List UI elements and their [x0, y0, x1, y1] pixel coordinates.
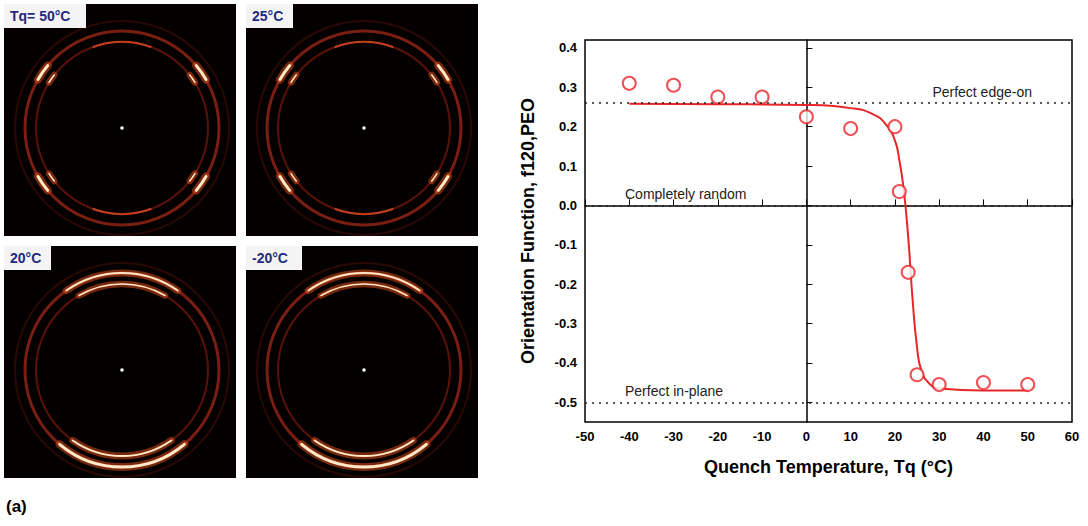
- svg-text:-0.5: -0.5: [555, 395, 577, 410]
- svg-text:-10: -10: [753, 429, 772, 444]
- svg-text:-0.3: -0.3: [555, 316, 577, 331]
- svg-text:0.3: 0.3: [559, 80, 577, 95]
- svg-text:10: 10: [843, 429, 857, 444]
- svg-text:60: 60: [1065, 429, 1079, 444]
- svg-text:0.2: 0.2: [559, 119, 577, 134]
- svg-text:25°C: 25°C: [252, 8, 283, 24]
- svg-text:0.4: 0.4: [559, 40, 578, 55]
- svg-text:Completely random: Completely random: [625, 186, 746, 202]
- svg-text:-0.4: -0.4: [555, 355, 578, 370]
- svg-text:-50: -50: [576, 429, 595, 444]
- svg-text:0.1: 0.1: [559, 159, 577, 174]
- svg-text:0.0: 0.0: [559, 198, 577, 213]
- svg-text:30: 30: [932, 429, 946, 444]
- svg-text:40: 40: [976, 429, 990, 444]
- svg-text:-20: -20: [708, 429, 727, 444]
- svg-text:0: 0: [803, 429, 810, 444]
- svg-text:Perfect in-plane: Perfect in-plane: [625, 383, 723, 399]
- svg-text:Perfect edge-on: Perfect edge-on: [932, 84, 1032, 100]
- svg-text:Quench Temperature, Tq (°C): Quench Temperature, Tq (°C): [704, 457, 953, 477]
- svg-text:-0.2: -0.2: [555, 277, 577, 292]
- svg-text:20: 20: [888, 429, 902, 444]
- svg-text:-20°C: -20°C: [252, 250, 288, 266]
- svg-text:(a): (a): [6, 497, 27, 516]
- svg-text:-40: -40: [620, 429, 639, 444]
- svg-text:Tq= 50°C: Tq= 50°C: [10, 8, 70, 24]
- svg-text:20°C: 20°C: [10, 250, 41, 266]
- svg-text:-0.1: -0.1: [555, 237, 577, 252]
- svg-text:-30: -30: [664, 429, 683, 444]
- svg-text:Orientation Function, f120,PEO: Orientation Function, f120,PEO: [518, 98, 538, 364]
- svg-text:50: 50: [1020, 429, 1034, 444]
